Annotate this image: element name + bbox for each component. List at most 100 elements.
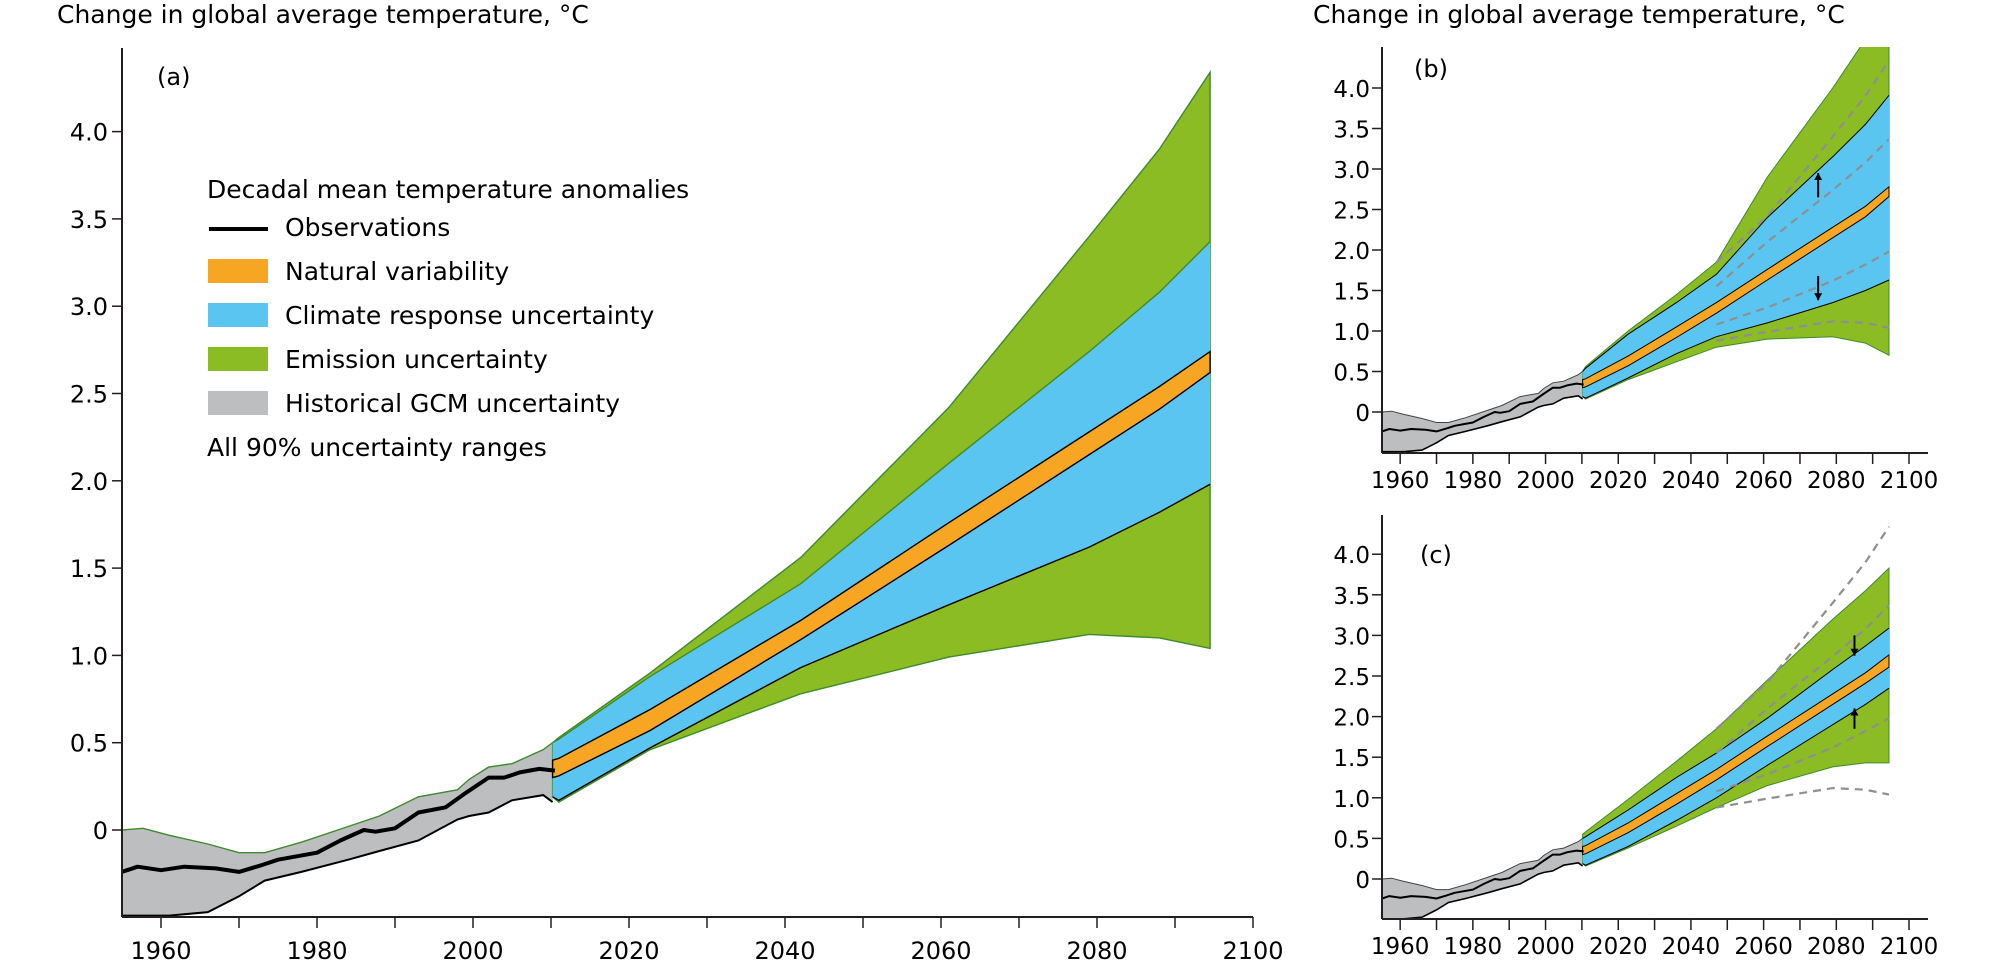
arrow-up-head — [1850, 708, 1859, 716]
panel-b-plot-area — [1382, 47, 1890, 453]
y-tick-label: 3.0 — [1333, 158, 1370, 184]
x-tick-label: 1980 — [1444, 934, 1503, 960]
reference-dashed-emission-lower — [1716, 786, 1890, 809]
historical-gcm-lower-edge — [1382, 394, 1584, 453]
x-tick-label: 2060 — [1734, 934, 1793, 960]
panel-c-label: (c) — [1420, 541, 1452, 569]
x-tick-label: 1960 — [130, 937, 191, 965]
historical-gcm-band — [122, 742, 553, 916]
y-tick-label: 2.0 — [1333, 239, 1370, 265]
reference-dashed-emission-upper — [1715, 525, 1890, 730]
x-tick-label: 2060 — [1734, 468, 1793, 494]
natural-variability-band — [1582, 653, 1890, 856]
panel-a-axes: 0 0.5 1.0 1.5 2.0 2.5 3.0 3.5 4.0 1960 1980 2000 202… — [70, 48, 1284, 965]
y-tick-label: 0.5 — [1333, 827, 1370, 853]
emission-uncertainty-band — [1582, 47, 1890, 400]
legend-label-natural-variability: Natural variability — [285, 257, 509, 286]
panel-a-label: (a) — [157, 63, 190, 91]
y-tick-label: 1.5 — [1333, 746, 1370, 772]
reference-dashed-climate-upper — [1715, 138, 1890, 288]
panel-b-label: (b) — [1414, 55, 1448, 83]
y-tick-label: 1.0 — [1333, 320, 1370, 346]
x-tick-label: 1960 — [1371, 934, 1430, 960]
historical-gcm-upper-edge — [1382, 371, 1583, 423]
historical-gcm-upper-edge — [1382, 837, 1583, 891]
y-tick-label: 0.5 — [1333, 361, 1370, 387]
reference-dashed-emission-upper — [1715, 59, 1890, 263]
legend-footer: All 90% uncertainty ranges — [207, 433, 547, 462]
legend-swatch-emission — [208, 347, 268, 371]
arrow-up-head — [1814, 173, 1823, 181]
y-tick-label: 3.5 — [70, 206, 108, 234]
arrow-down-head — [1814, 293, 1823, 301]
climate-response-upper-edge — [1582, 94, 1890, 372]
y-tick-label: 1.5 — [1333, 280, 1370, 306]
x-tick-label: 2100 — [1222, 937, 1283, 965]
y-tick-label: 3.5 — [1333, 118, 1370, 144]
y-tick-label: 0 — [1355, 868, 1370, 894]
y-tick-label: 1.0 — [70, 642, 108, 670]
climate-response-upper-edge — [552, 241, 1211, 744]
climate-response-band — [1582, 95, 1889, 399]
observations-line — [1382, 382, 1584, 433]
y-tick-label: 4.0 — [70, 119, 108, 147]
y-tick-label: 2.5 — [1333, 199, 1370, 225]
x-tick-label: 2040 — [1662, 934, 1721, 960]
climate-response-band — [552, 241, 1211, 801]
legend-label-historical-gcm: Historical GCM uncertainty — [285, 389, 620, 418]
legend-label-observations: Observations — [285, 213, 450, 242]
x-tick-label: 2000 — [442, 937, 503, 965]
panel-a-plot-area — [122, 69, 1211, 917]
climate-response-lower-edge — [552, 483, 1211, 802]
legend: Decadal mean temperature anomalies Obser… — [207, 175, 689, 462]
x-tick-label: 2080 — [1066, 937, 1127, 965]
panel-b-bands — [1382, 47, 1890, 453]
observations-line — [122, 766, 556, 874]
legend-label-climate-response: Climate response uncertainty — [285, 301, 654, 330]
y-tick-label: 2.5 — [70, 381, 108, 409]
x-tick-label: 2080 — [1807, 468, 1866, 494]
y-tick-label: 1.5 — [70, 555, 108, 583]
y-tick-label: 0 — [1355, 401, 1370, 427]
y-tick-label: 3.0 — [70, 293, 108, 321]
panel-a-y-axis-title: Change in global average temperature, °C — [57, 0, 589, 29]
y-tick-label: 4.0 — [1333, 77, 1370, 103]
x-tick-label: 2060 — [910, 937, 971, 965]
panel-c-plot-area — [1382, 525, 1890, 919]
panel-a-bands — [122, 69, 1211, 917]
historical-gcm-lower-edge — [122, 794, 554, 917]
x-tick-label: 2080 — [1807, 934, 1866, 960]
x-tick-label: 1960 — [1371, 468, 1430, 494]
y-tick-label: 0.5 — [70, 730, 108, 758]
natural-variability-band — [551, 350, 1211, 779]
reference-dashed-climate-lower — [1716, 717, 1890, 793]
x-tick-label: 2040 — [1662, 468, 1721, 494]
reference-dashed-climate-upper — [1715, 604, 1890, 754]
panel-b-axes: 0 0.5 1.0 1.5 2.0 2.5 3.0 3.5 4.0 1960 1980 2000 202… — [1333, 47, 1938, 494]
natural-variability-band — [1582, 185, 1890, 389]
panel-c-axes: 0 0.5 1.0 1.5 2.0 2.5 3.0 3.5 4.0 1960 1980 2000 202… — [1333, 515, 1938, 960]
y-tick-label: 2.0 — [70, 468, 108, 496]
reference-dashed-climate-lower — [1716, 250, 1890, 326]
legend-swatch-climate-response — [208, 303, 268, 327]
x-tick-label: 2100 — [1880, 468, 1939, 494]
x-tick-label: 2020 — [598, 937, 659, 965]
y-tick-label: 0 — [93, 817, 108, 845]
reference-dashed-emission-lower — [1716, 320, 1890, 342]
y-tick-label: 1.0 — [1333, 787, 1370, 813]
y-tick-label: 3.0 — [1333, 624, 1370, 650]
panel-b: Change in global average temperature, °C… — [1313, 0, 1938, 494]
panel-c-bands — [1382, 525, 1890, 919]
historical-gcm-upper-edge — [122, 742, 554, 854]
climate-response-lower-edge — [1582, 279, 1890, 399]
x-tick-label: 2020 — [1589, 934, 1648, 960]
x-tick-label: 1980 — [286, 937, 347, 965]
y-tick-label: 2.5 — [1333, 665, 1370, 691]
x-tick-label: 1980 — [1444, 468, 1503, 494]
panel-b-y-axis-title: Change in global average temperature, °C — [1313, 0, 1845, 29]
panel-c: (c) 0 0.5 1.0 1.5 2.0 2.5 3.0 3.5 4.0 1960 1980 200… — [1333, 515, 1938, 960]
x-tick-label: 2040 — [754, 937, 815, 965]
legend-label-emission: Emission uncertainty — [285, 345, 548, 374]
legend-title: Decadal mean temperature anomalies — [207, 175, 689, 204]
